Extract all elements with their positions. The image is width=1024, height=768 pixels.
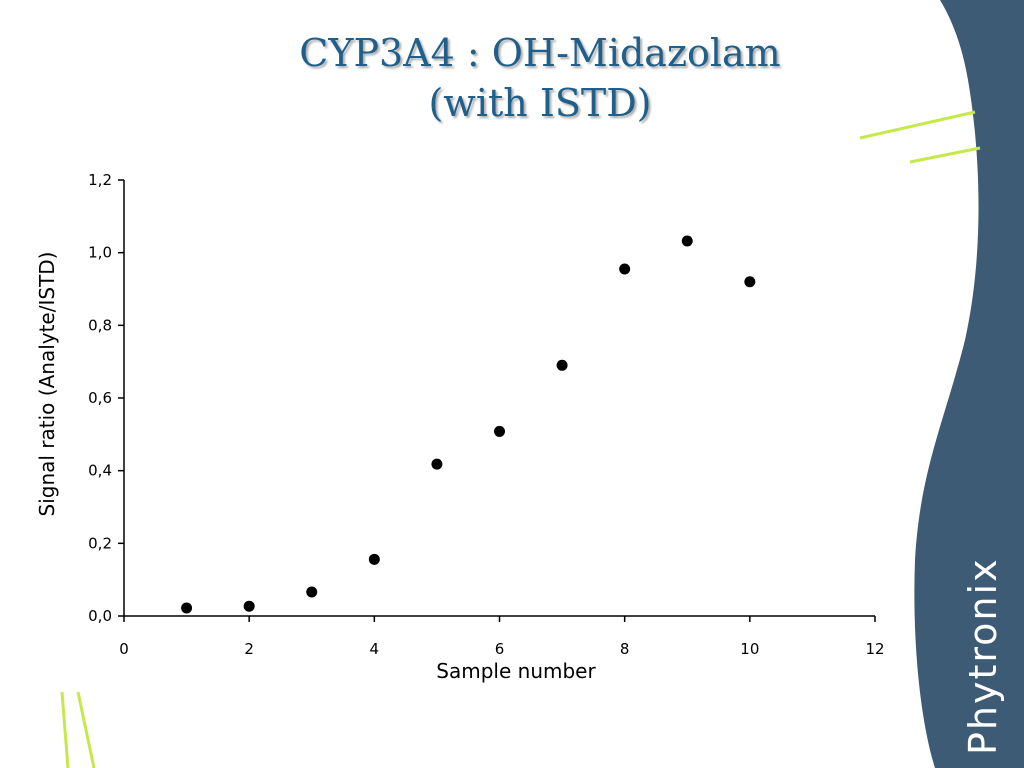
data-point xyxy=(556,359,568,371)
accent-line xyxy=(76,691,96,768)
y-tick-label: 0,0 xyxy=(88,607,112,625)
x-tick-label: 10 xyxy=(740,640,759,658)
brand-panel xyxy=(914,0,1024,768)
x-tick-label: 6 xyxy=(495,640,505,658)
y-tick-label: 0,8 xyxy=(88,316,112,334)
x-tick-label: 0 xyxy=(119,640,129,658)
data-point xyxy=(619,263,631,275)
y-tick-label: 1,2 xyxy=(88,171,112,189)
data-point xyxy=(368,553,380,565)
y-tick-label: 1,0 xyxy=(88,244,112,262)
accent-line xyxy=(60,691,70,768)
data-point xyxy=(181,602,193,614)
data-point xyxy=(431,458,443,470)
x-tick-label: 8 xyxy=(620,640,630,658)
data-point xyxy=(494,425,505,437)
phytronix-logo: Phytronix xyxy=(966,557,1005,755)
data-point xyxy=(744,276,756,288)
x-tick-label: 2 xyxy=(244,640,254,658)
slide-title: CYP3A4 : OH-Midazolam (with ISTD) xyxy=(180,28,900,128)
y-tick-label: 0,6 xyxy=(88,389,112,407)
y-tick-label: 0,4 xyxy=(88,462,112,480)
chart-ticks: 0,0 0,2 0,4 0,6 0,8 1,0 1,2 0 2 4 6 8 10 12 xyxy=(88,171,884,658)
data-point xyxy=(243,600,255,612)
title-line-1: CYP3A4 : OH-Midazolam xyxy=(299,31,781,75)
title-line-2: (with ISTD) xyxy=(428,81,652,125)
x-tick-label: 12 xyxy=(865,640,884,658)
y-tick-label: 0,2 xyxy=(88,534,112,552)
x-axis-label: Sample number xyxy=(436,659,596,683)
chart-axes xyxy=(123,180,875,617)
brand-wordmark: Phytronix xyxy=(966,557,1005,755)
x-tick-label: 4 xyxy=(370,640,380,658)
accent-line xyxy=(859,110,976,140)
y-axis-label: Signal ratio (Analyte/ISTD) xyxy=(35,252,59,517)
data-point xyxy=(681,235,693,247)
data-point xyxy=(306,586,318,598)
accent-line xyxy=(909,146,981,164)
chart-points xyxy=(181,235,756,614)
